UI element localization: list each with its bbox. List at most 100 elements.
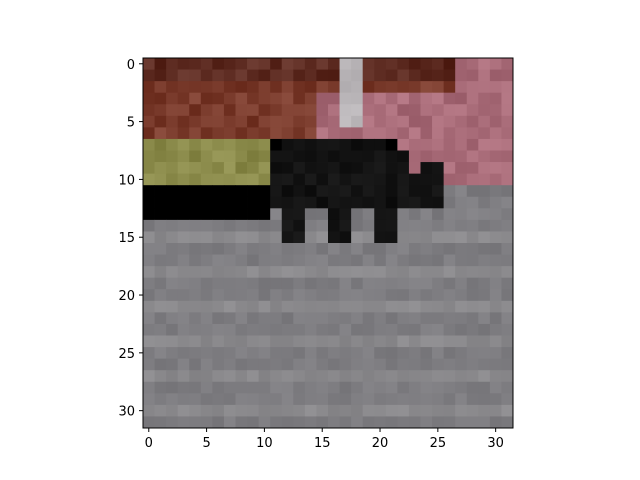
image-pixel	[420, 208, 433, 221]
image-pixel	[455, 358, 468, 371]
image-pixel	[374, 173, 387, 186]
image-pixel	[489, 347, 502, 360]
image-pixel	[466, 289, 479, 302]
image-pixel	[189, 58, 202, 70]
image-pixel	[166, 185, 179, 198]
image-pixel	[247, 185, 260, 198]
image-pixel	[316, 196, 329, 209]
image-pixel	[235, 243, 248, 255]
image-pixel	[443, 323, 456, 336]
image-pixel	[235, 92, 248, 105]
image-pixel	[443, 81, 456, 94]
image-pixel	[339, 208, 352, 221]
image-pixel	[223, 323, 236, 336]
image-pixel	[293, 104, 306, 117]
image-pixel	[328, 150, 340, 163]
image-pixel	[258, 381, 271, 394]
image-pixel	[189, 173, 202, 186]
image-pixel	[223, 81, 236, 94]
image-pixel	[304, 323, 317, 336]
image-pixel	[489, 115, 502, 128]
image-pixel	[362, 219, 375, 232]
image-pixel	[235, 219, 248, 232]
image-pixel	[270, 266, 283, 279]
image-pixel	[374, 335, 387, 348]
image-pixel	[374, 115, 387, 128]
image-pixel	[143, 231, 155, 244]
image-pixel	[223, 347, 236, 360]
image-pixel	[455, 231, 468, 244]
image-pixel	[223, 104, 236, 117]
image-pixel	[235, 104, 248, 117]
image-pixel	[443, 138, 456, 151]
image-pixel	[432, 115, 445, 128]
image-pixel	[489, 266, 502, 279]
image-pixel	[270, 58, 283, 70]
image-pixel	[293, 138, 306, 151]
image-pixel	[177, 104, 190, 117]
image-pixel	[177, 58, 190, 70]
image-pixel	[478, 277, 491, 290]
image-pixel	[328, 219, 340, 232]
image-pixel	[235, 81, 248, 94]
image-pixel	[362, 150, 375, 163]
image-pixel	[258, 358, 271, 371]
image-pixel	[200, 300, 213, 313]
image-pixel	[455, 58, 468, 70]
image-pixel	[397, 104, 410, 117]
image-pixel	[200, 370, 213, 383]
image-pixel	[420, 358, 433, 371]
image-pixel	[328, 381, 340, 394]
image-pixel	[374, 92, 387, 105]
image-pixel	[235, 381, 248, 394]
image-pixel	[281, 58, 294, 70]
image-pixel	[501, 289, 514, 302]
image-pixel	[362, 104, 375, 117]
image-pixel	[455, 370, 468, 383]
image-pixel	[223, 58, 236, 70]
image-pixel	[247, 219, 260, 232]
image-pixel	[478, 104, 491, 117]
image-pixel	[316, 323, 329, 336]
image-pixel	[501, 115, 514, 128]
image-pixel	[443, 219, 456, 232]
image-pixel	[154, 196, 167, 209]
x-axis: 0 5 10 15 20 25 30	[145, 428, 504, 451]
image-pixel	[200, 347, 213, 360]
image-pixel	[258, 173, 271, 186]
image-pixel	[293, 254, 306, 267]
image-pixel	[385, 69, 398, 82]
image-pixel	[247, 69, 260, 82]
image-pixel	[385, 104, 398, 117]
image-pixel	[235, 370, 248, 383]
image-pixel	[466, 58, 479, 70]
image-pixel	[293, 266, 306, 279]
image-pixel	[270, 300, 283, 313]
image-pixel	[397, 358, 410, 371]
image-pixel	[293, 208, 306, 221]
image-pixel	[166, 358, 179, 371]
image-pixel	[270, 335, 283, 348]
image-pixel	[374, 404, 387, 417]
image-pixel	[293, 300, 306, 313]
image-pixel	[397, 138, 410, 151]
image-pixel	[432, 219, 445, 232]
image-pixel	[443, 162, 456, 175]
image-pixel	[408, 393, 421, 406]
image-pixel	[466, 381, 479, 394]
image-pixel	[293, 115, 306, 128]
image-pixel	[177, 92, 190, 105]
image-pixel	[235, 312, 248, 325]
image-pixel	[489, 127, 502, 140]
image-pixel	[177, 127, 190, 140]
x-tick-label: 5	[202, 436, 210, 451]
image-pixel	[408, 404, 421, 417]
image-pixel	[501, 69, 514, 82]
image-pixel	[397, 150, 410, 163]
image-pixel	[466, 185, 479, 198]
image-pixel	[489, 335, 502, 348]
image-pixel	[351, 127, 364, 140]
image-pixel	[293, 393, 306, 406]
image-pixel	[466, 104, 479, 117]
image-pixel	[397, 173, 410, 186]
